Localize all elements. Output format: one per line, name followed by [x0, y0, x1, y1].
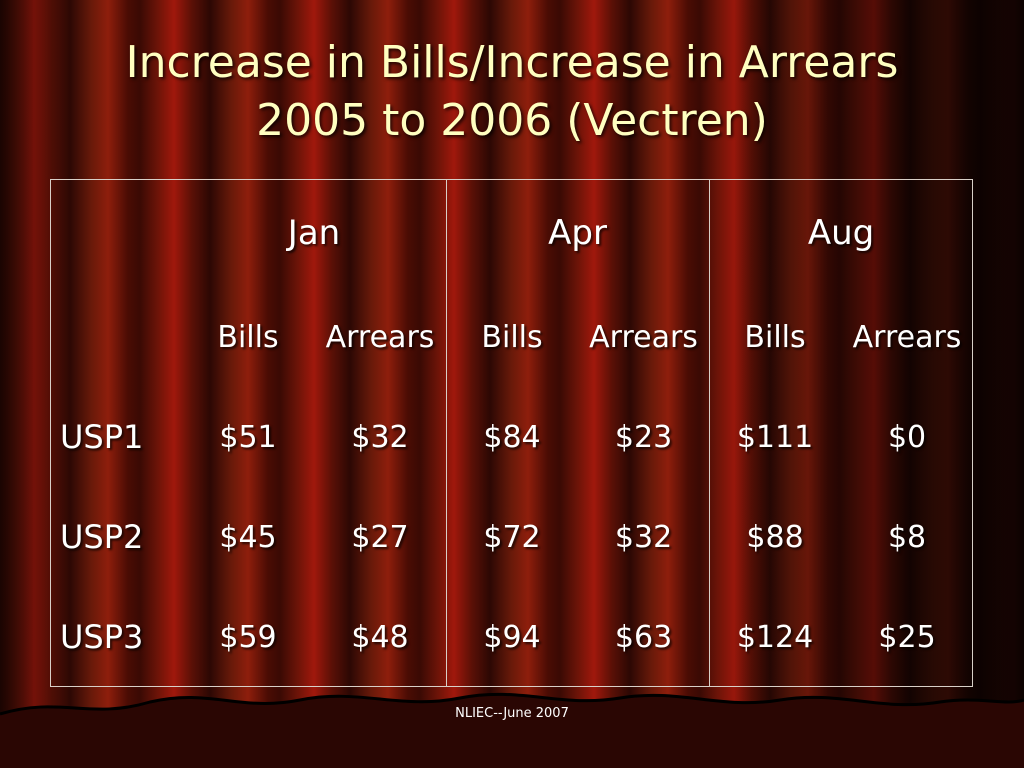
curtain-valance [0, 692, 1024, 768]
cell-value: $27 [351, 519, 409, 555]
valance-fabric [0, 694, 1024, 768]
cell-value: $94 [483, 619, 541, 655]
cell-value: $124 [736, 619, 814, 655]
bills-arrears-table: Jan Apr Aug Bills Arrears Bills Arrears … [50, 179, 973, 687]
subheader-row: Bills Arrears Bills Arrears Bills Arrear… [50, 287, 973, 387]
cell-value: $32 [614, 519, 673, 555]
row-label-usp1: USP1 [60, 418, 144, 456]
month-header-apr: Apr [548, 213, 607, 253]
corner-cell [50, 179, 182, 287]
cell-value: $72 [483, 519, 541, 555]
month-header-aug: Aug [807, 213, 875, 253]
cell-value: $88 [746, 519, 804, 555]
valance-edge [0, 692, 1024, 716]
subheader-jan-bills: Bills [217, 319, 279, 355]
subheader-apr-arrears: Arrears [589, 319, 698, 355]
table-row: USP3 $59 $48 $94 $63 $124 $25 [50, 587, 973, 687]
cell-value: $63 [614, 619, 673, 655]
subheader-apr-bills: Bills [481, 319, 543, 355]
subheader-aug-arrears: Arrears [852, 319, 962, 355]
cell-value: $23 [614, 419, 673, 455]
cell-value: $84 [483, 419, 541, 455]
slide-title: Increase in Bills/Increase in Arrears 20… [40, 34, 984, 150]
cell-value: $111 [736, 419, 814, 455]
subheader-blank [50, 287, 182, 387]
cell-value: $0 [887, 419, 927, 455]
cell-value: $25 [878, 619, 936, 655]
slide-title-line-2: 2005 to 2006 (Vectren) [256, 95, 768, 146]
cell-value: $48 [351, 619, 409, 655]
month-header-row: Jan Apr Aug [50, 179, 973, 287]
subheader-jan-arrears: Arrears [325, 319, 435, 355]
cell-value: $45 [219, 519, 277, 555]
cell-value: $51 [219, 419, 277, 455]
month-header-jan: Jan [287, 213, 341, 253]
curtain-shadow-left [0, 0, 70, 768]
cell-value: $59 [219, 619, 277, 655]
row-label-usp3: USP3 [60, 618, 144, 656]
cell-value: $32 [351, 419, 409, 455]
cell-value: $8 [887, 519, 927, 555]
table-row: USP2 $45 $27 $72 $32 $88 $8 [50, 487, 973, 587]
slide-title-line-1: Increase in Bills/Increase in Arrears [125, 37, 899, 88]
subheader-aug-bills: Bills [744, 319, 806, 355]
footer-text: NLIEC--June 2007 [455, 706, 569, 721]
table-row: USP1 $51 $32 $84 $23 $111 $0 [50, 387, 973, 487]
row-label-usp2: USP2 [60, 518, 144, 556]
